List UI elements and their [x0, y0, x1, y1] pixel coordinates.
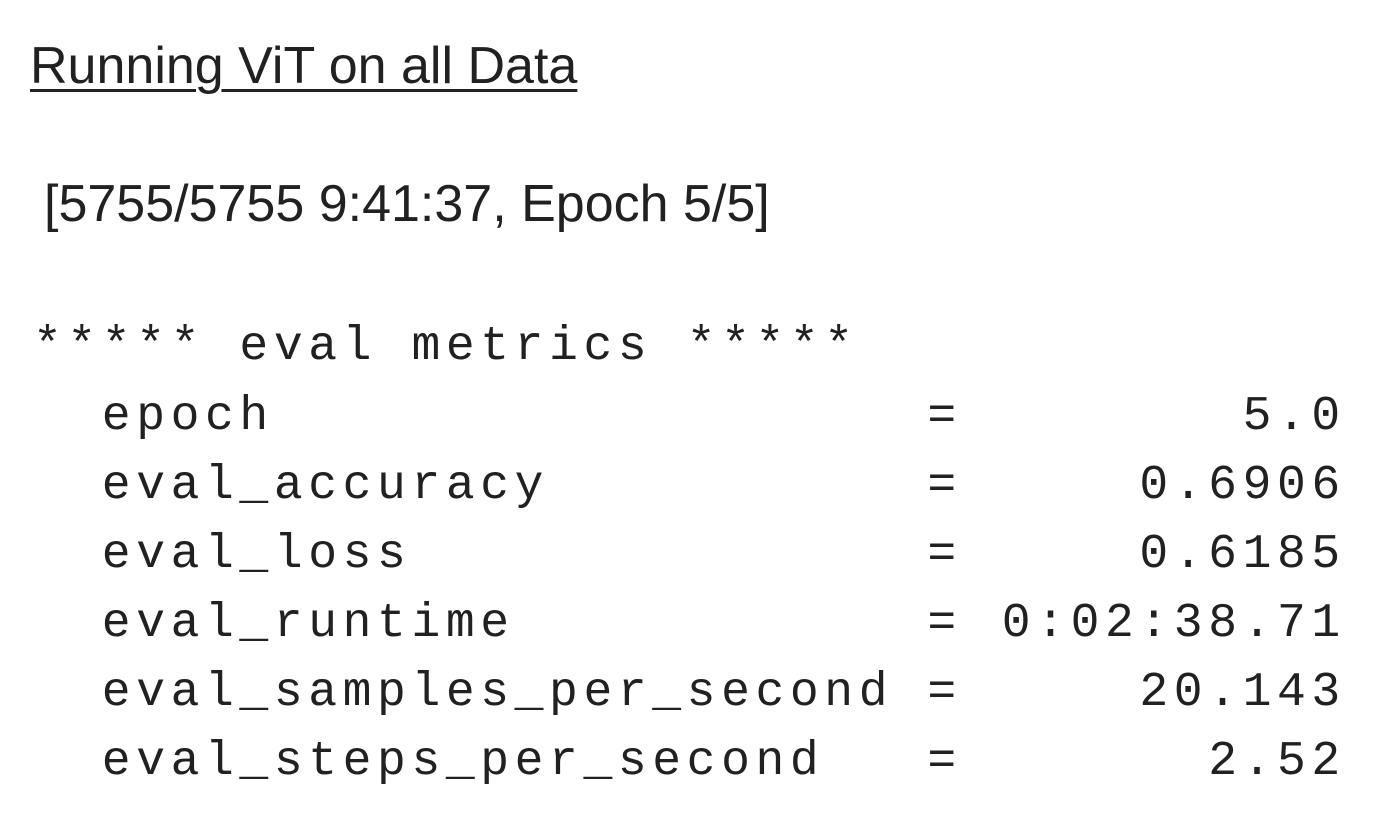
metric-separator: = [927, 666, 962, 720]
metric-value: 5.0 [1242, 390, 1346, 444]
metric-separator: = [927, 735, 962, 789]
metric-name: eval_accuracy [101, 459, 550, 513]
metric-name: epoch [101, 390, 274, 444]
metric-value: 0.6906 [1139, 459, 1346, 513]
metric-separator: = [927, 597, 962, 651]
metric-separator: = [927, 390, 962, 444]
metric-value: 2.52 [1208, 735, 1346, 789]
metric-separator: = [927, 459, 962, 513]
metric-name: eval_samples_per_second [101, 666, 894, 720]
metric-value: 0.6185 [1139, 528, 1346, 582]
metric-value: 20.143 [1139, 666, 1346, 720]
metric-name: eval_runtime [101, 597, 515, 651]
metric-name: eval_loss [101, 528, 412, 582]
metrics-heading: ***** eval metrics ***** [33, 320, 859, 374]
metric-name: eval_steps_per_second [101, 735, 825, 789]
title: Running ViT on all Data [30, 37, 578, 95]
metric-value: 0:02:38.71 [1001, 597, 1346, 651]
metric-separator: = [927, 528, 962, 582]
progress-line: [5755/5755 9:41:37, Epoch 5/5] [44, 175, 770, 233]
